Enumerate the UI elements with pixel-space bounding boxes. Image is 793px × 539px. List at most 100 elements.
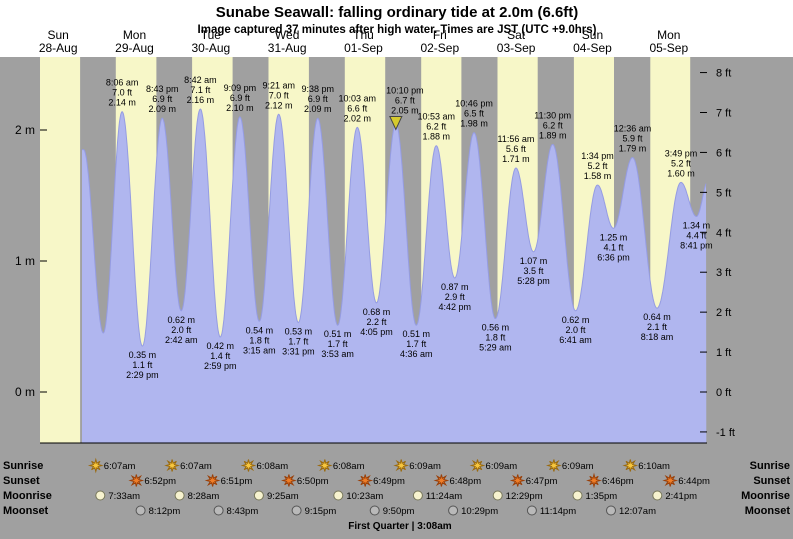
sunset-icon [509, 474, 526, 487]
low-tide-label: 1.8 ft [249, 335, 270, 345]
low-tide-label: 8:41 pm [680, 240, 713, 250]
day-date-label: 31-Aug [268, 41, 307, 55]
high-tide-label: 1.89 m [539, 130, 567, 140]
day-date-label: 01-Sep [344, 41, 383, 55]
low-tide-label: 2:42 am [165, 335, 198, 345]
moonset-icon [369, 505, 380, 516]
high-tide-label: 6.5 ft [464, 109, 485, 119]
day-name-label: Sun [47, 28, 68, 42]
moonrise-time: 10:23am [346, 491, 383, 502]
sunrise-icon [469, 459, 486, 472]
low-tide-label: 0.68 m [363, 307, 391, 317]
high-tide-label: 5.2 ft [587, 161, 608, 171]
high-tide-label: 1.71 m [502, 154, 530, 164]
sunset-icon [357, 474, 374, 487]
moonset-icon [526, 505, 537, 516]
right-axis-label: 5 ft [716, 187, 731, 199]
moonset-time: 11:14pm [540, 506, 576, 517]
high-tide-label: 2.09 m [148, 104, 176, 114]
right-axis-label: 6 ft [716, 147, 731, 159]
right-axis-label: 0 ft [716, 387, 731, 399]
low-tide-label: 0.53 m [285, 327, 313, 337]
low-tide-label: 2.0 ft [566, 325, 587, 335]
day-name-label: Wed [275, 28, 299, 42]
high-tide-label: 6.2 ft [426, 122, 447, 132]
moonrise-time: 8:28am [188, 491, 220, 502]
low-tide-label: 5:28 pm [517, 276, 550, 286]
sunrise-icon [87, 457, 104, 474]
moonset-time: 9:15pm [305, 506, 337, 517]
left-axis-label: 0 m [15, 385, 35, 399]
low-tide-label: 0.54 m [246, 325, 274, 335]
low-tide-label: 6:36 pm [597, 252, 630, 262]
low-tide-label: 6:41 am [559, 335, 592, 345]
sunset-icon [204, 474, 221, 487]
high-tide-label: 10:53 am [417, 112, 455, 122]
low-tide-label: 0.62 m [167, 315, 195, 325]
moonset-time: 8:12pm [149, 506, 181, 517]
high-tide-label: 12:36 am [614, 124, 652, 134]
day-name-label: Mon [123, 28, 146, 42]
high-tide-label: 2.09 m [304, 104, 332, 114]
day-name-label: Sun [582, 28, 603, 42]
high-tide-label: 10:10 pm [386, 85, 424, 95]
left-axis-label: 2 m [15, 123, 35, 137]
high-tide-label: 2.14 m [108, 98, 136, 108]
moonset-icon [448, 505, 459, 516]
right-axis-label: 8 ft [716, 68, 731, 80]
moonset-time: 12:07am [619, 506, 656, 517]
sunrise-time: 6:08am [333, 461, 365, 472]
high-tide-label: 1:34 pm [581, 151, 614, 161]
daylight-band [40, 57, 81, 443]
sunset-row-label-left: Sunset [3, 475, 40, 487]
sunset-icon [280, 474, 297, 487]
sunrise-time: 6:07am [104, 461, 136, 472]
sunset-time: 6:50pm [297, 476, 329, 487]
header-background [0, 0, 793, 57]
low-tide-label: 0.64 m [643, 312, 671, 322]
high-tide-label: 7.0 ft [269, 90, 290, 100]
moonset-row-label-left: Moonset [3, 505, 49, 517]
moonset-icon [135, 505, 146, 516]
day-date-label: 05-Sep [649, 41, 688, 55]
moonrise-time: 11:24am [426, 491, 462, 502]
moonrise-row-label-left: Moonrise [3, 490, 52, 502]
moonrise-time: 1:35pm [586, 491, 618, 502]
sunrise-icon [316, 459, 333, 472]
chart-subtitle: Image captured 37 minutes after high wat… [198, 24, 597, 36]
sunset-time: 6:49pm [373, 476, 405, 487]
high-tide-label: 7.0 ft [112, 88, 133, 98]
day-date-label: 03-Sep [497, 41, 536, 55]
high-tide-label: 2.12 m [265, 100, 293, 110]
sunrise-time: 6:08am [256, 461, 288, 472]
high-tide-label: 10:46 pm [455, 99, 493, 109]
sunset-time: 6:47pm [526, 476, 558, 487]
high-tide-label: 2.05 m [391, 105, 419, 115]
low-tide-label: 0.51 m [324, 329, 352, 339]
right-axis-label: -1 ft [716, 427, 735, 439]
high-tide-label: 9:09 pm [224, 83, 257, 93]
low-tide-label: 1.7 ft [328, 339, 349, 349]
sunrise-icon [164, 459, 181, 472]
high-tide-label: 6.9 ft [230, 93, 251, 103]
moonrise-icon [492, 490, 503, 501]
moonrise-time: 2:41pm [665, 491, 697, 502]
sunrise-icon [393, 459, 410, 472]
high-tide-label: 10:03 am [339, 93, 377, 103]
tide-curve-line [82, 108, 707, 347]
high-tide-label: 1.88 m [422, 132, 450, 142]
high-tide-label: 6.9 ft [308, 94, 329, 104]
low-tide-label: 1.7 ft [288, 337, 309, 347]
high-tide-label: 9:21 am [262, 80, 295, 90]
low-tide-label: 5:29 am [479, 343, 512, 353]
sunrise-row-label-left: Sunrise [3, 460, 43, 472]
moonrise-icon [652, 490, 663, 501]
low-tide-label: 0.56 m [482, 323, 510, 333]
low-tide-label: 2:59 pm [204, 361, 237, 371]
low-tide-label: 3:31 pm [282, 347, 315, 357]
sunset-row-label-right: Sunset [753, 475, 790, 487]
low-tide-label: 0.62 m [562, 315, 590, 325]
moonset-icon [606, 505, 616, 516]
low-tide-label: 1.4 ft [210, 351, 231, 361]
